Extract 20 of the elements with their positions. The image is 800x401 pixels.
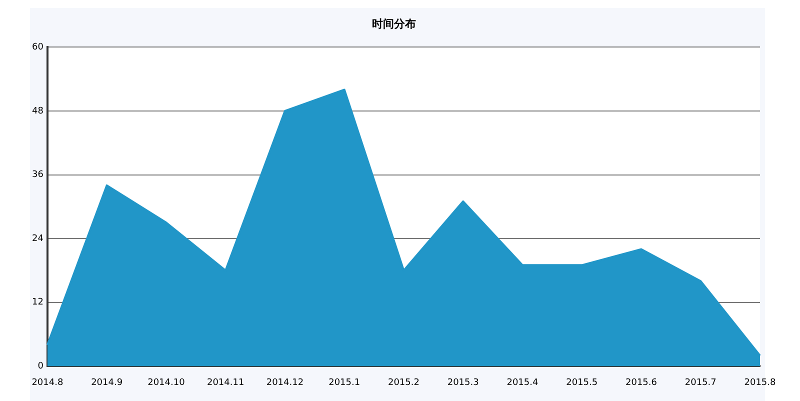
x-tick-label: 2014.11 — [206, 378, 244, 388]
x-tick-label: 2015.2 — [388, 378, 420, 388]
x-tick-label: 2015.1 — [328, 378, 360, 388]
x-tick-label: 2015.6 — [625, 378, 658, 388]
y-tick-label: 12 — [32, 298, 44, 308]
x-tick-label: 2015.3 — [447, 378, 479, 388]
y-tick-label: 24 — [32, 234, 44, 244]
y-tick-label: 60 — [32, 42, 44, 53]
x-tick-label: 2015.4 — [506, 378, 538, 388]
y-tick-label: 36 — [32, 170, 44, 180]
x-tick-label: 2014.9 — [91, 378, 123, 388]
y-tick-label: 0 — [38, 362, 44, 372]
x-tick-label: 2015.8 — [744, 378, 776, 388]
chart-title: 时间分布 — [372, 17, 416, 30]
x-tick-label: 2014.10 — [148, 378, 186, 388]
x-tick-label: 2014.12 — [266, 378, 304, 388]
x-tick-label: 2014.8 — [32, 378, 64, 388]
x-tick-label: 2015.5 — [566, 378, 598, 388]
x-tick-label: 2015.7 — [684, 378, 716, 388]
y-tick-label: 48 — [32, 106, 44, 116]
